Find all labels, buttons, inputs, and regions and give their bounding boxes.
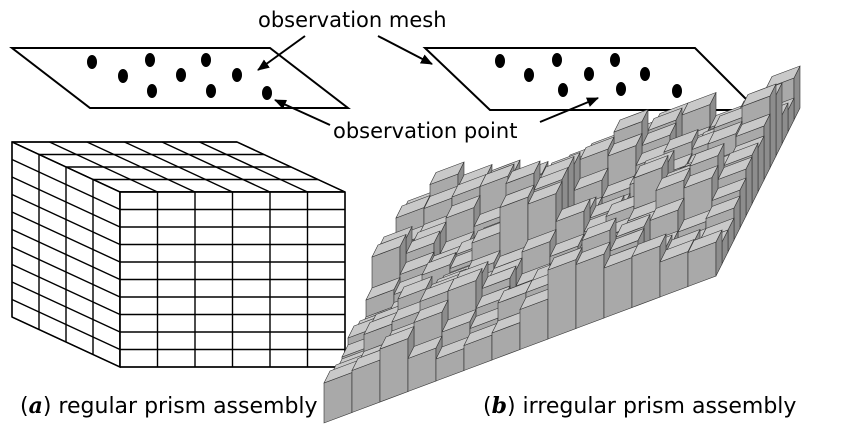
- observation-point-label: observation point: [333, 119, 517, 143]
- observation-point-dot: [524, 68, 534, 82]
- observation-point-dot: [495, 54, 505, 68]
- point-arrow-right: [539, 97, 599, 123]
- right-observation-mesh: [422, 47, 760, 111]
- left-observation-mesh: [9, 47, 351, 109]
- observation-point-dot: [552, 53, 562, 67]
- observation-point-dot: [87, 55, 97, 69]
- observation-point-dot: [672, 84, 682, 98]
- observation-point-dot: [584, 67, 594, 81]
- observation-point-dot: [118, 69, 128, 83]
- caption-b-letter: b: [492, 393, 507, 419]
- prism-column: [575, 241, 611, 329]
- annotation-arrows: [257, 35, 599, 126]
- point-arrow-left: [274, 99, 331, 126]
- observation-point-dot: [558, 83, 568, 97]
- mesh-arrow-right: [377, 35, 433, 65]
- right-observation-points: [495, 53, 682, 98]
- mesh-arrow-left: [257, 35, 306, 71]
- caption-a: (a) regular prism assembly: [20, 393, 318, 419]
- caption-a-letter: a: [29, 393, 43, 419]
- observation-point-dot: [145, 53, 155, 67]
- observation-point-dot: [616, 82, 626, 96]
- observation-point-dot: [610, 53, 620, 67]
- observation-point-dot: [262, 86, 272, 100]
- observation-point-dot: [232, 68, 242, 82]
- observation-mesh-label: observation mesh: [258, 8, 447, 32]
- observation-point-dot: [201, 53, 211, 67]
- observation-point-dot: [206, 84, 216, 98]
- caption-b: (b) irregular prism assembly: [483, 393, 796, 419]
- irregular-prism-assembly: [323, 65, 801, 424]
- left-observation-points: [87, 53, 272, 100]
- regular-prism-assembly: [11, 140, 346, 369]
- prism-column: [687, 229, 723, 287]
- observation-point-dot: [147, 84, 157, 98]
- observation-point-dot: [176, 68, 186, 82]
- observation-point-dot: [640, 67, 650, 81]
